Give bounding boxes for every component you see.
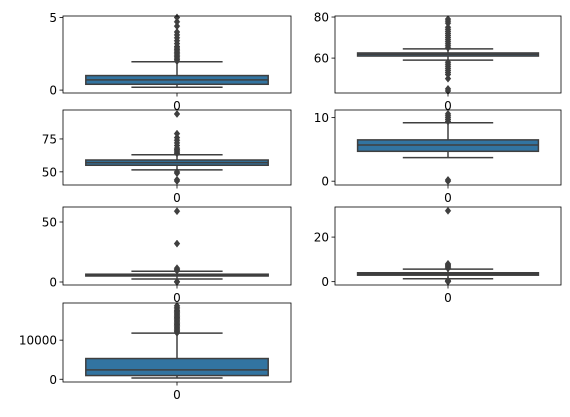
outlier-point [173, 27, 181, 36]
y-tick-label: 50 [42, 165, 57, 179]
outlier-point [173, 175, 181, 184]
subplot-3: 50 75 0 [42, 109, 292, 205]
box-iqr [85, 357, 269, 377]
outlier-point [444, 206, 452, 215]
x-tick-label: 0 [444, 291, 452, 305]
y-tick-label: 10 [314, 111, 329, 125]
outlier-point [444, 58, 452, 67]
outlier-point [173, 207, 181, 216]
outlier-point [444, 84, 452, 93]
y-tick-label: 75 [42, 132, 57, 146]
outlier-point [173, 22, 181, 31]
y-tick-label: 0 [49, 373, 57, 387]
subplot-5: 0 50 0 [42, 206, 292, 305]
outlier-point [173, 239, 181, 248]
y-tick-label: 20 [314, 231, 329, 245]
outlier-point [173, 129, 181, 138]
y-tick-label: 60 [314, 52, 329, 66]
subplot-7: 0 10000 0 [19, 301, 292, 402]
subplot-2: 60 80 0 [314, 11, 562, 113]
outlier-point [444, 74, 452, 83]
outlier-point [444, 109, 452, 118]
subplot-4: 0 10 0 [314, 109, 562, 205]
outlier-point [444, 23, 452, 32]
x-tick-label: 0 [444, 191, 452, 205]
outlier-point [173, 17, 181, 26]
subplot-1: 0 5 0 [49, 11, 292, 113]
outlier-point [444, 259, 452, 268]
outlier-point [444, 175, 452, 184]
x-tick-label: 0 [173, 99, 181, 113]
subplot-6: 0 20 0 [314, 206, 562, 305]
outlier-point [444, 276, 452, 285]
outlier-point [173, 264, 181, 273]
x-tick-label: 0 [173, 291, 181, 305]
outlier-point [173, 13, 181, 22]
outlier-point [444, 15, 452, 24]
x-tick-label: 0 [444, 99, 452, 113]
outlier-point [173, 109, 181, 118]
y-tick-label: 10000 [19, 334, 57, 348]
y-tick-label: 0 [49, 84, 57, 98]
outlier-point [173, 167, 181, 176]
y-tick-label: 0 [321, 175, 329, 189]
y-tick-label: 0 [49, 276, 57, 290]
x-tick-label: 0 [173, 191, 181, 205]
outlier-point [173, 301, 181, 310]
y-tick-label: 80 [314, 11, 329, 25]
y-tick-label: 50 [42, 216, 57, 230]
y-tick-label: 0 [321, 275, 329, 289]
y-tick-label: 5 [49, 11, 57, 25]
x-tick-label: 0 [173, 388, 181, 402]
